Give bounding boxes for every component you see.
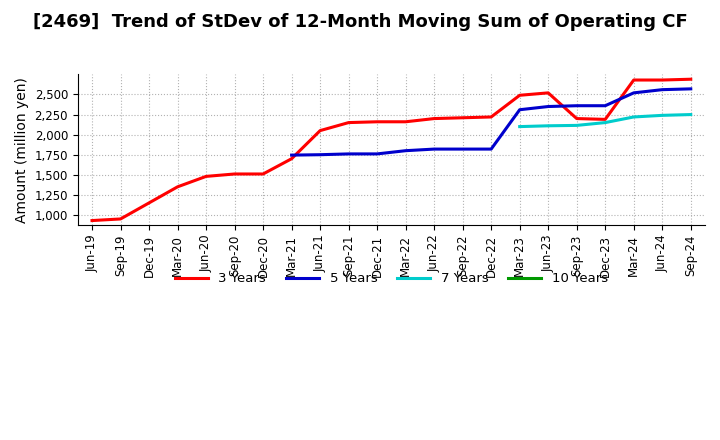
5 Years [344,151,353,157]
5 Years [401,148,410,153]
5 Years [459,147,467,152]
5 Years [487,147,495,152]
3 Years [401,119,410,125]
3 Years [572,116,581,121]
Line: 5 Years: 5 Years [292,89,690,155]
3 Years [316,128,325,133]
5 Years [316,152,325,158]
5 Years [572,103,581,108]
7 Years [572,123,581,128]
3 Years [658,77,667,83]
5 Years [430,147,438,152]
3 Years [202,174,210,179]
5 Years [373,151,382,157]
Legend: 3 Years, 5 Years, 7 Years, 10 Years: 3 Years, 5 Years, 7 Years, 10 Years [170,267,613,291]
Line: 3 Years: 3 Years [92,79,690,220]
5 Years [629,90,638,95]
3 Years [686,77,695,82]
3 Years [629,77,638,83]
3 Years [287,156,296,161]
5 Years [658,87,667,92]
3 Years [230,171,239,176]
3 Years [174,184,182,190]
3 Years [258,171,267,176]
5 Years [544,104,552,109]
5 Years [686,86,695,92]
3 Years [430,116,438,121]
3 Years [373,119,382,125]
5 Years [601,103,610,108]
5 Years [287,153,296,158]
3 Years [487,114,495,120]
7 Years [629,114,638,120]
7 Years [601,120,610,125]
3 Years [516,93,524,98]
7 Years [516,124,524,129]
5 Years [516,107,524,112]
7 Years [658,113,667,118]
3 Years [145,200,153,205]
3 Years [601,117,610,122]
7 Years [686,112,695,117]
3 Years [344,120,353,125]
Line: 7 Years: 7 Years [520,114,690,127]
7 Years [544,123,552,128]
3 Years [88,218,96,223]
Text: [2469]  Trend of StDev of 12-Month Moving Sum of Operating CF: [2469] Trend of StDev of 12-Month Moving… [32,13,688,31]
3 Years [459,115,467,121]
3 Years [544,90,552,95]
3 Years [116,216,125,222]
Y-axis label: Amount (million yen): Amount (million yen) [15,77,29,223]
